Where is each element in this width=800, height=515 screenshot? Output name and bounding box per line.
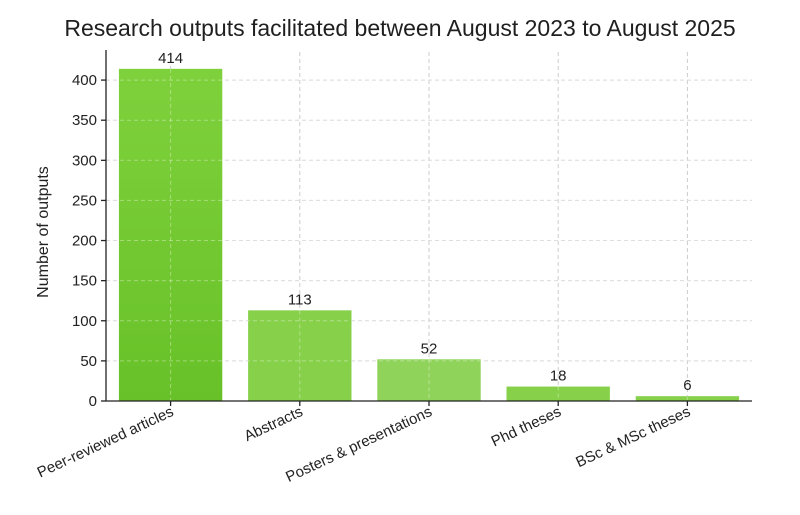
bar [377,359,481,401]
y-tick-label: 50 [80,353,97,370]
bar [248,310,352,401]
bar-value-label: 113 [288,291,312,308]
chart-title: Research outputs facilitated between Aug… [64,15,735,41]
x-tick-label: Phd theses [489,403,564,450]
bar [635,396,740,401]
bar-value-label: 414 [158,50,183,67]
y-tick-label: 0 [89,393,97,410]
bar [118,68,223,402]
y-tick-label: 250 [72,192,97,209]
y-axis-label: Number of outputs [35,166,52,298]
y-tick-label: 300 [72,152,97,169]
y-tick-label: 350 [72,112,97,129]
y-tick-label: 100 [72,313,97,330]
y-tick-label: 150 [72,273,97,290]
x-tick-label: Posters & presentations [283,403,435,486]
y-tick-label: 400 [72,72,97,89]
x-tick-label: Peer-reviewed articles [35,403,177,481]
data-labels-layer: 414 113 52 18 6 [106,50,752,401]
bar-value-label: 6 [683,377,691,394]
y-tick-label: 200 [72,233,97,250]
x-tick-label: Abstracts [242,403,306,445]
bar-value-label: 52 [421,340,438,357]
x-tick-label: BSc & MSc theses [573,403,693,471]
bars-layer [118,68,740,402]
bar-value-label: 18 [550,368,567,385]
bar [506,386,610,401]
